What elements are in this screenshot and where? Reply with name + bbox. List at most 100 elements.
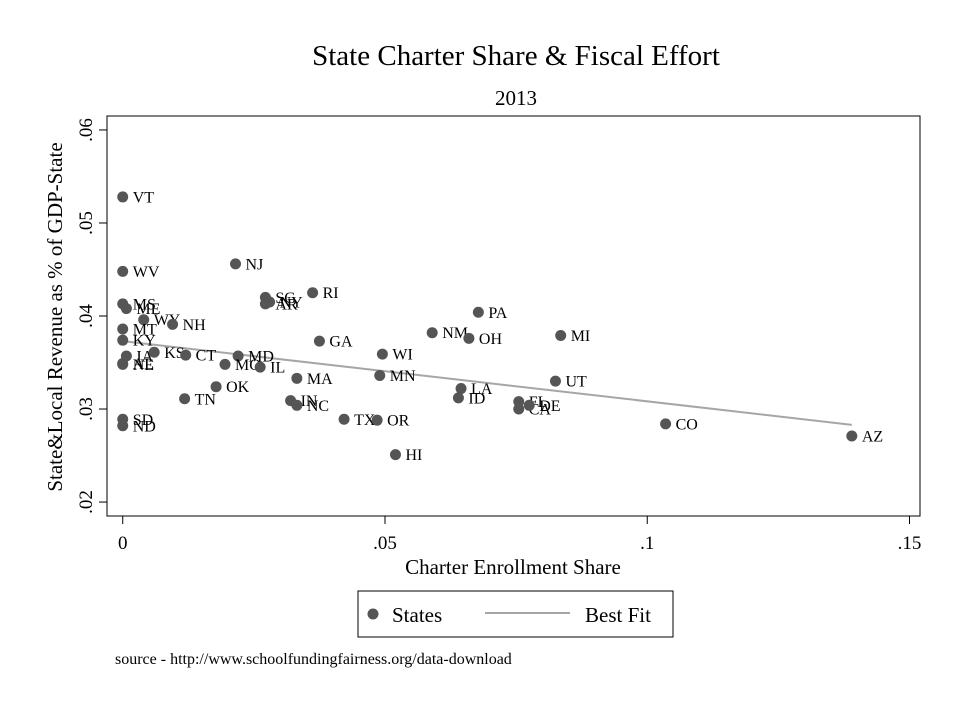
data-point bbox=[463, 332, 475, 344]
legend-label-best-fit: Best Fit bbox=[585, 603, 651, 627]
data-point-label: MT bbox=[133, 322, 157, 339]
data-point-label: AZ bbox=[862, 429, 883, 446]
legend-label-states: States bbox=[392, 603, 442, 627]
y-axis-label: State&Local Revenue as % of GDP-State bbox=[43, 142, 67, 491]
y-tick-label: .06 bbox=[76, 118, 97, 142]
data-point bbox=[374, 370, 386, 382]
data-point-label: KY bbox=[133, 333, 157, 350]
data-point bbox=[117, 265, 129, 277]
data-point-label: TN bbox=[195, 391, 217, 408]
plot-frame bbox=[106, 115, 921, 517]
data-point bbox=[307, 287, 319, 299]
y-tick-label: .02 bbox=[76, 490, 97, 514]
y-tick-label: .05 bbox=[76, 211, 97, 235]
data-point-label: OR bbox=[387, 413, 410, 430]
data-point-label: MO bbox=[235, 357, 261, 374]
data-point-label: ND bbox=[133, 418, 156, 435]
x-tick-label: .15 bbox=[898, 533, 922, 554]
data-point bbox=[117, 334, 129, 346]
data-point-label: MI bbox=[571, 328, 591, 345]
data-point-label: ME bbox=[136, 301, 160, 318]
data-point-label: AR bbox=[275, 296, 298, 313]
data-point-label: NM bbox=[442, 325, 468, 342]
data-point bbox=[180, 349, 192, 361]
data-point-label: KS bbox=[164, 345, 184, 362]
data-point bbox=[660, 418, 672, 430]
data-point-label: IL bbox=[270, 360, 285, 377]
data-point-label: MN bbox=[390, 368, 416, 385]
data-point bbox=[338, 413, 350, 425]
best-fit-layer bbox=[122, 340, 852, 426]
data-point bbox=[179, 393, 191, 405]
data-point bbox=[513, 403, 525, 415]
data-point-label: TX bbox=[354, 412, 376, 429]
data-point-label: CT bbox=[196, 348, 217, 365]
data-point-label: OH bbox=[479, 331, 503, 348]
data-point-label: DE bbox=[539, 398, 560, 415]
data-point-label: NC bbox=[307, 398, 329, 415]
x-axis-ticks: 0 .05 .1 .15 bbox=[118, 516, 921, 554]
data-point bbox=[291, 372, 303, 384]
data-point bbox=[555, 330, 567, 342]
data-point bbox=[426, 327, 438, 339]
data-point bbox=[120, 303, 132, 315]
data-point bbox=[117, 191, 129, 203]
data-point bbox=[254, 361, 266, 373]
y-axis-ticks: .02 .03 .04 .05 .06 bbox=[76, 118, 107, 514]
data-point-label: OK bbox=[226, 379, 250, 396]
data-point bbox=[389, 449, 401, 461]
data-point bbox=[138, 314, 150, 326]
data-point bbox=[313, 335, 325, 347]
data-point bbox=[376, 348, 388, 360]
data-point bbox=[371, 414, 383, 426]
data-point-label: NE bbox=[133, 357, 154, 374]
data-point-label: ID bbox=[468, 390, 485, 407]
data-point bbox=[117, 420, 129, 432]
data-point-label: SD bbox=[133, 412, 153, 429]
chart-title: State Charter Share & Fiscal Effort bbox=[312, 40, 720, 72]
data-point-label: AL bbox=[133, 356, 154, 373]
data-point-label: MS bbox=[133, 296, 156, 313]
data-point bbox=[219, 358, 231, 370]
data-point bbox=[210, 381, 222, 393]
data-point-label: RI bbox=[323, 285, 339, 302]
legend: States Best Fit bbox=[357, 590, 674, 638]
data-point bbox=[148, 346, 160, 358]
x-tick-label: .1 bbox=[640, 533, 654, 554]
best-fit-line bbox=[122, 340, 852, 426]
data-point-label: LA bbox=[471, 381, 493, 398]
data-point-label: WV bbox=[133, 264, 160, 281]
data-point bbox=[167, 318, 179, 330]
data-point bbox=[230, 258, 242, 270]
data-point-label: UT bbox=[565, 374, 587, 391]
data-point bbox=[549, 375, 561, 387]
data-point bbox=[259, 298, 271, 310]
data-point-label: NY bbox=[280, 295, 304, 312]
data-point-label: VT bbox=[133, 189, 155, 206]
data-point-label: MD bbox=[248, 349, 274, 366]
data-point-label: NJ bbox=[246, 256, 264, 273]
data-point-label: WI bbox=[392, 347, 412, 364]
data-point-label: CO bbox=[676, 416, 698, 433]
data-point bbox=[452, 392, 464, 404]
data-point-label: IN bbox=[301, 393, 318, 410]
data-point bbox=[232, 350, 244, 362]
data-point bbox=[472, 306, 484, 318]
y-tick-label: .03 bbox=[76, 397, 97, 421]
data-point bbox=[117, 323, 129, 335]
y-tick-label: .04 bbox=[76, 304, 97, 328]
data-point-label: PA bbox=[488, 305, 507, 322]
data-point bbox=[523, 399, 535, 411]
x-tick-label: 0 bbox=[118, 533, 128, 554]
x-tick-label: .05 bbox=[373, 533, 397, 554]
data-point-label: NH bbox=[183, 317, 207, 334]
data-point bbox=[455, 383, 467, 395]
data-point-label: GA bbox=[329, 334, 353, 351]
x-axis-label: Charter Enrollment Share bbox=[405, 555, 621, 579]
data-point bbox=[291, 399, 303, 411]
data-point bbox=[846, 430, 858, 442]
source-note: source - http://www.schoolfundingfairnes… bbox=[115, 651, 512, 668]
legend-marker-states bbox=[367, 608, 379, 620]
